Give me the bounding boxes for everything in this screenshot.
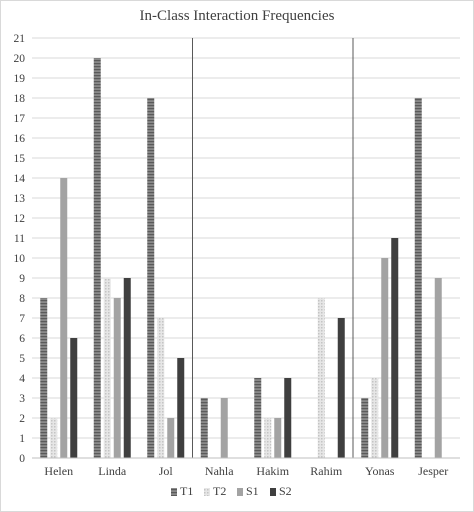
legend: T1 T2 S1 S2 [171,484,292,498]
y-tick-label: 20 [14,53,26,65]
bar-t1-helen [40,298,48,458]
legend-swatch-t1 [171,488,177,496]
bar-t1-yonas [361,398,369,458]
gridlines [32,37,460,439]
bar-s1-linda [113,298,121,458]
y-tick-label: 7 [19,313,25,325]
y-tick-label: 15 [14,153,26,165]
bar-s2-linda [123,278,131,458]
bar-t2-jol [157,318,165,458]
y-tick-label: 19 [14,73,26,85]
bar-s1-nahla [220,398,228,458]
bar-s1-helen [60,178,68,458]
y-tick-label: 4 [19,373,25,385]
bar-t1-nahla [200,398,208,458]
x-tick-label: Hakim [256,464,289,478]
y-tick-label: 2 [19,413,25,425]
bar-t1-linda [93,58,101,458]
x-tick-label: Jesper [418,464,448,478]
bar-t1-hakim [254,378,262,458]
y-tick-label: 14 [14,173,26,185]
legend-label-t2: T2 [213,484,226,498]
y-tick-label: 16 [14,133,26,145]
y-tick-label: 9 [19,273,25,285]
x-tick-label: Rahim [310,464,343,478]
y-tick-label: 10 [14,253,26,265]
bar-s2-jol [177,358,185,458]
y-tick-label: 21 [14,33,26,45]
x-tick-label: Helen [44,464,73,478]
y-tick-label: 0 [19,453,25,465]
x-tick-label: Linda [98,464,127,478]
bar-t2-linda [103,278,111,458]
y-tick-label: 6 [19,333,25,345]
x-tick-label: Nahla [205,464,234,478]
y-tick-label: 1 [19,433,25,445]
y-tick-label: 17 [14,113,26,125]
bar-t1-jesper [414,98,422,458]
y-tick-label: 5 [19,353,25,365]
bar-t2-yonas [371,378,379,458]
legend-label-s2: S2 [279,484,292,498]
bar-s1-hakim [274,418,282,458]
bar-s2-rahim [337,318,345,458]
bars [40,58,442,458]
bar-t2-helen [50,418,58,458]
y-tick-label: 3 [19,393,25,405]
y-tick-label: 11 [14,233,25,245]
group-separators [192,38,354,458]
x-tick-label: Jol [159,464,174,478]
chart-title: In-Class Interaction Frequencies [139,8,335,24]
y-tick-label: 18 [14,93,26,105]
bar-s2-helen [70,338,78,458]
legend-label-s1: S1 [246,484,259,498]
y-tick-label: 12 [14,213,26,225]
bar-t2-rahim [317,298,325,458]
bar-s2-yonas [391,238,399,458]
bar-t1-jol [147,98,155,458]
bar-s1-jol [167,418,175,458]
legend-swatch-s1 [237,488,243,496]
x-tick-label: Yonas [365,464,395,478]
legend-label-t1: T1 [180,484,193,498]
y-tick-label: 13 [14,193,26,205]
bar-s1-jesper [434,278,442,458]
bar-s2-hakim [284,378,292,458]
bar-t2-hakim [264,418,272,458]
bar-s1-yonas [381,258,389,458]
legend-swatch-s2 [270,488,276,496]
y-tick-label: 8 [19,293,25,305]
legend-swatch-t2 [204,488,210,496]
